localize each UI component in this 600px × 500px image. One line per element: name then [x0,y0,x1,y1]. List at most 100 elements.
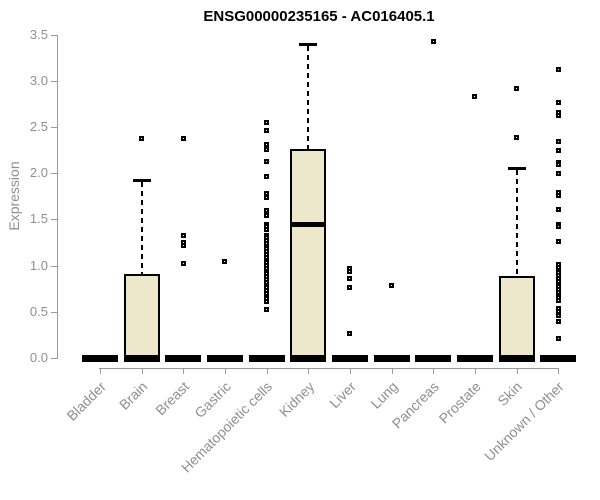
outlier-point [264,194,270,200]
y-tick-label: 0.5 [29,303,48,319]
x-tick-label: Brain [115,378,151,413]
outlier-point [347,285,353,291]
boxplot-zero-bar [540,354,577,362]
outlier-point [264,128,270,134]
outlier-point [264,174,270,180]
outlier-point [347,330,353,336]
outlier-point [555,192,561,198]
outlier-point [555,147,561,153]
x-tick-mark [516,368,518,374]
x-tick-label: Bladder [63,378,109,424]
boxplot-whisker-cap [507,166,526,170]
y-tick-mark [51,34,57,36]
x-tick-label: Skin [494,378,526,409]
outlier-point [555,239,561,245]
outlier-point [555,100,561,106]
y-tick-mark [51,219,57,221]
x-tick-mark [266,368,268,374]
outlier-point [347,268,353,274]
outlier-point [264,119,270,125]
y-tick-label: 1.0 [29,257,48,273]
x-tick-mark [183,368,185,374]
outlier-point [180,261,186,267]
outlier-point [264,146,270,152]
y-tick-label: 0.0 [29,350,48,365]
outlier-point [555,206,561,212]
outlier-point [264,158,270,164]
boxplot-box [290,149,327,358]
boxplot-zero-bar [165,354,202,362]
outlier-point [555,336,561,342]
outlier-point [389,282,395,288]
boxplot-whisker [307,45,310,150]
y-tick-mark [51,127,57,128]
outlier-point [139,135,145,141]
y-tick-label: 3.5 [29,26,48,42]
y-axis-line [57,34,58,359]
x-tick-label: Unknown / Other [481,378,567,464]
boxplot-median [290,222,327,228]
x-tick-mark [433,368,435,374]
boxplot-zero-bar [206,354,243,362]
y-tick-mark [51,358,57,359]
x-tick-mark [349,368,351,374]
outlier-point [264,142,270,148]
x-tick-mark [474,368,476,374]
y-tick-mark [51,80,57,82]
y-tick-mark [51,173,57,175]
boxplot-zero-bar [498,354,535,362]
outlier-point [430,38,436,44]
outlier-point [264,227,270,233]
outlier-point [555,139,561,145]
boxplot-box [498,275,535,358]
outlier-point [514,85,520,91]
x-tick-mark [391,368,393,374]
outlier-point [264,207,270,213]
y-tick-mark [51,265,57,267]
y-tick-mark [51,311,57,313]
outlier-point [264,307,270,313]
outlier-point [555,162,561,168]
x-tick-label: Breast [152,378,193,419]
boxplot-box [123,273,160,358]
outlier-point [555,170,561,176]
boxplot-zero-bar [331,354,368,362]
x-tick-label: Prostate [435,378,484,427]
boxplot-whisker-cap [132,178,151,182]
outlier-point [555,319,561,325]
outlier-point [264,213,270,219]
boxplot-zero-bar [456,354,493,362]
x-tick-mark [224,368,226,374]
outlier-point [555,67,561,73]
outlier-point [180,242,186,248]
x-axis-line [99,368,560,369]
outlier-point [264,299,270,305]
boxplot-whisker [515,169,518,276]
x-tick-mark [308,368,310,374]
x-tick-mark [141,368,143,374]
outlier-point [555,298,561,304]
outlier-point [514,134,520,140]
outlier-point [347,276,353,282]
boxplot-zero-bar [123,354,160,362]
x-tick-label: Liver [325,378,359,412]
x-tick-mark [100,368,101,374]
outlier-point [222,259,228,265]
outlier-point [555,312,561,318]
y-tick-label: 3.0 [29,72,48,88]
x-tick-label: Lung [366,378,401,412]
boxplot-zero-bar [82,354,118,362]
boxplot-whisker [140,181,143,274]
outlier-point [472,94,478,99]
y-tick-label: 1.5 [29,211,48,227]
y-tick-label: 2.5 [29,119,48,134]
outlier-point [180,232,186,238]
chart-title: ENSG00000235165 - AC016405.1 [203,8,435,25]
boxplot-zero-bar [415,354,452,362]
boxplot-zero-bar [373,354,410,362]
outlier-point [180,135,186,141]
x-tick-mark [558,368,560,374]
x-tick-label: Kidney [275,378,318,420]
boxplot-zero-bar [290,354,327,362]
